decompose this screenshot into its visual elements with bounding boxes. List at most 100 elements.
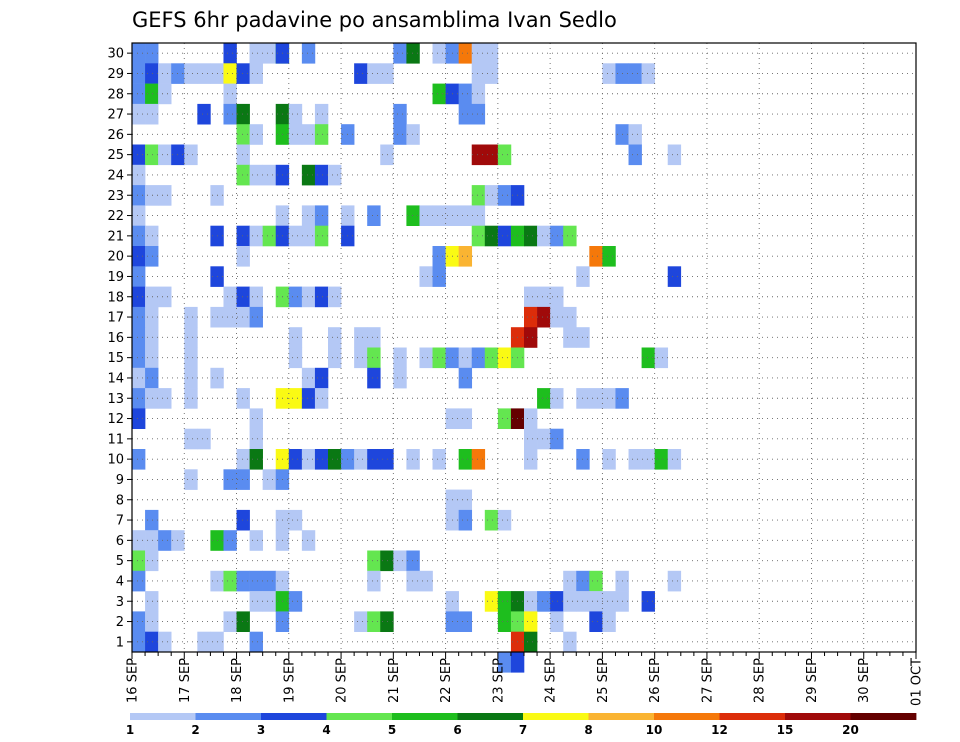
colorbar-tick-label: 10 bbox=[646, 723, 663, 737]
heatmap-cell bbox=[524, 591, 538, 612]
heatmap-cell bbox=[262, 591, 277, 612]
heatmap-cell bbox=[314, 164, 329, 186]
heatmap-cell bbox=[380, 550, 394, 572]
heatmap-cell bbox=[510, 652, 525, 673]
heatmap-cell bbox=[301, 388, 316, 409]
heatmap-cell bbox=[158, 631, 172, 653]
heatmap-cell bbox=[393, 43, 407, 64]
colorbar-tick-label: 6 bbox=[453, 723, 461, 737]
heatmap-cell bbox=[497, 347, 512, 369]
y-tick-label: 26 bbox=[107, 128, 124, 143]
heatmap-cell bbox=[458, 611, 473, 632]
heatmap-cell bbox=[380, 449, 394, 470]
heatmap-cell bbox=[458, 367, 473, 389]
heatmap-cell bbox=[524, 408, 538, 429]
heatmap-cell bbox=[145, 306, 159, 328]
heatmap-cell bbox=[497, 509, 512, 531]
heatmap-cell bbox=[406, 205, 420, 226]
heatmap-cell bbox=[262, 570, 277, 592]
colorbar-segment bbox=[523, 713, 589, 720]
heatmap-cell bbox=[458, 408, 473, 429]
heatmap-cell bbox=[419, 266, 433, 287]
y-axis: 1234567891011121314151617181920212223242… bbox=[107, 47, 132, 650]
heatmap-cell bbox=[301, 124, 316, 145]
chart-title: GEFS 6hr padavine po ansamblima Ivan Sed… bbox=[132, 8, 617, 32]
heatmap-cell bbox=[145, 530, 159, 551]
heatmap-cell bbox=[301, 286, 316, 308]
heatmap-cell bbox=[132, 530, 146, 551]
y-tick-label: 10 bbox=[107, 453, 124, 468]
heatmap-cell bbox=[419, 347, 433, 369]
heatmap-cell bbox=[393, 124, 407, 145]
heatmap-cell bbox=[537, 428, 551, 450]
heatmap-cell bbox=[288, 225, 303, 247]
heatmap-cell bbox=[301, 164, 316, 186]
heatmap-cell bbox=[288, 347, 303, 369]
heatmap-cell bbox=[132, 347, 146, 369]
x-tick-label: 01 OCT bbox=[910, 658, 925, 706]
heatmap-cell bbox=[524, 631, 538, 653]
heatmap-cell bbox=[223, 286, 237, 308]
heatmap-cell bbox=[602, 63, 616, 84]
heatmap-cell bbox=[314, 103, 329, 125]
heatmap-cell bbox=[563, 631, 577, 653]
colorbar: 1 2 3 4 5 6 7 8 10 12 15 20 bbox=[126, 713, 917, 737]
heatmap-cell bbox=[314, 205, 329, 226]
heatmap-cell bbox=[223, 83, 237, 105]
heatmap-cell bbox=[223, 469, 237, 490]
y-tick-label: 21 bbox=[107, 229, 124, 244]
grid-lines bbox=[132, 43, 916, 652]
heatmap-cell bbox=[602, 591, 616, 612]
heatmap-cell bbox=[563, 570, 577, 592]
heatmap-cell bbox=[314, 225, 329, 247]
heatmap-cell bbox=[249, 306, 263, 328]
heatmap-cell bbox=[667, 449, 682, 470]
x-tick-label: 26 SEP bbox=[648, 658, 663, 703]
heatmap-cell bbox=[184, 347, 198, 369]
heatmap-cell bbox=[537, 388, 551, 409]
heatmap-cell bbox=[223, 570, 237, 592]
heatmap-cell bbox=[132, 388, 146, 409]
heatmap-cell bbox=[236, 611, 250, 632]
y-tick-label: 18 bbox=[107, 290, 124, 305]
colorbar-segment bbox=[392, 713, 458, 720]
heatmap-cell bbox=[471, 103, 486, 125]
heatmap-cell bbox=[393, 103, 407, 125]
heatmap-cell bbox=[249, 164, 263, 186]
colorbar-segment bbox=[654, 713, 720, 720]
heatmap-cell bbox=[236, 449, 250, 470]
heatmap-cell bbox=[236, 388, 250, 409]
heatmap-cell bbox=[471, 347, 486, 369]
heatmap-cell bbox=[471, 43, 486, 64]
heatmap-cell bbox=[314, 124, 329, 145]
x-tick-label: 30 SEP bbox=[857, 658, 872, 703]
heatmap-cell bbox=[236, 225, 250, 247]
x-tick-label: 22 SEP bbox=[439, 658, 454, 703]
heatmap-cell bbox=[132, 408, 146, 429]
x-tick-label: 19 SEP bbox=[282, 658, 297, 703]
heatmap-cell bbox=[458, 347, 473, 369]
colorbar-tick-label: 2 bbox=[191, 723, 199, 737]
heatmap-cell bbox=[367, 63, 381, 84]
y-tick-label: 6 bbox=[116, 534, 124, 549]
y-tick-label: 20 bbox=[107, 250, 124, 265]
heatmap-cell bbox=[654, 449, 669, 470]
heatmap-cell bbox=[288, 327, 303, 348]
heatmap-cell bbox=[236, 570, 250, 592]
heatmap-cell bbox=[328, 449, 342, 470]
heatmap-cell bbox=[524, 327, 538, 348]
heatmap-cell bbox=[497, 408, 512, 429]
heatmap-cell bbox=[589, 246, 603, 267]
colorbar-segment bbox=[261, 713, 327, 720]
heatmap-cell bbox=[406, 550, 420, 572]
heatmap-cell bbox=[484, 347, 499, 369]
heatmap-cell bbox=[132, 327, 146, 348]
colorbar-tick-label: 5 bbox=[388, 723, 396, 737]
heatmap-cell bbox=[236, 63, 250, 84]
y-tick-label: 29 bbox=[107, 67, 124, 82]
heatmap-cell bbox=[236, 306, 250, 328]
heatmap-cell bbox=[249, 631, 263, 653]
heatmap-cell bbox=[367, 611, 381, 632]
heatmap-cell bbox=[628, 144, 642, 166]
